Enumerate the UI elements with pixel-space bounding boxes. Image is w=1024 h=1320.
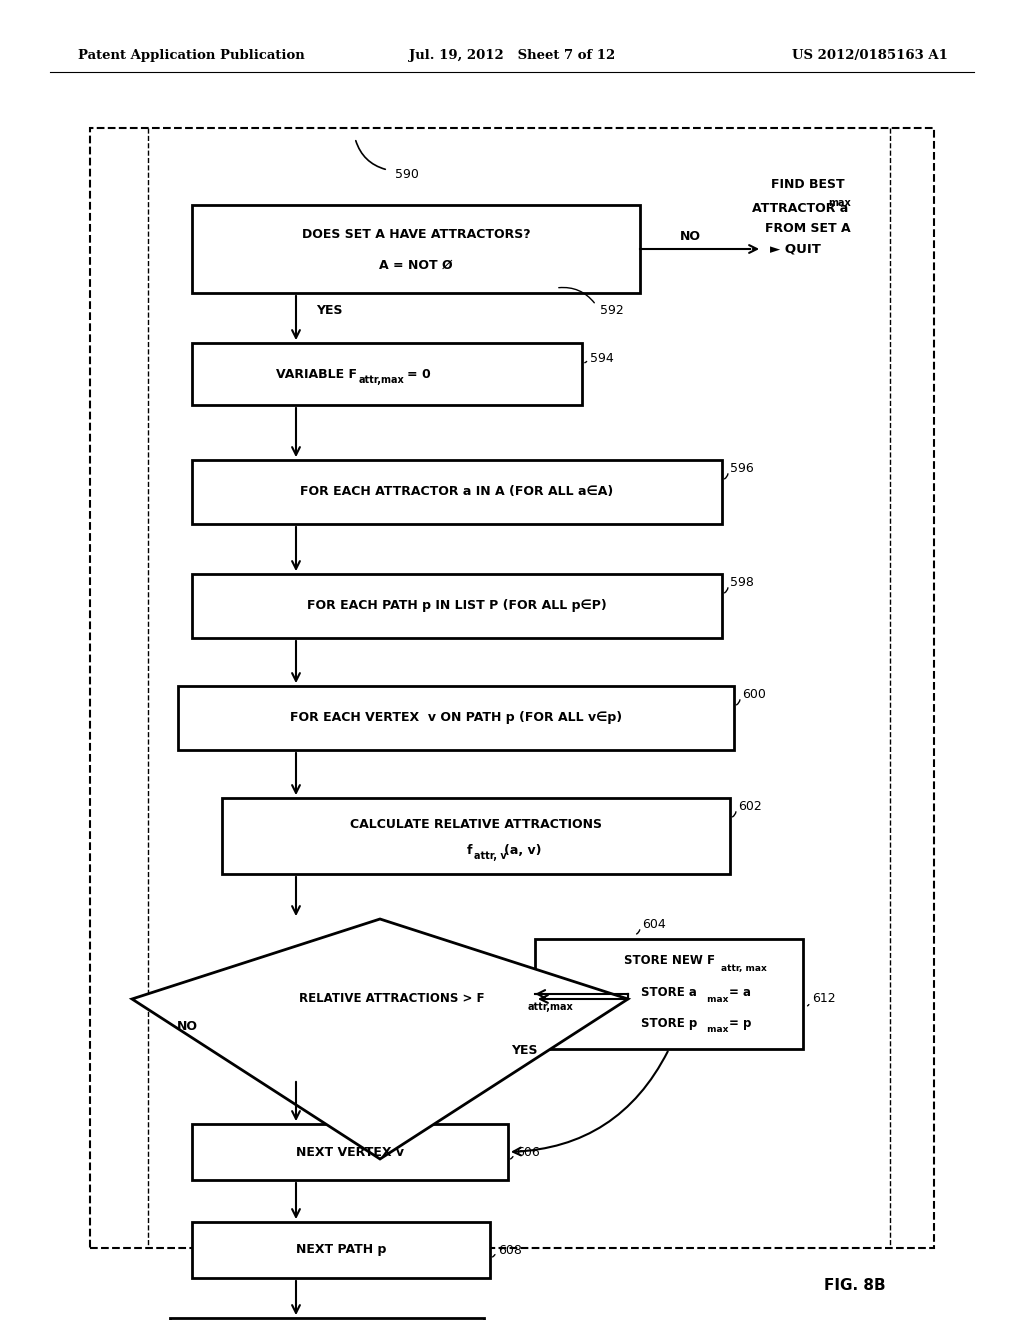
Text: DOES SET A HAVE ATTRACTORS?: DOES SET A HAVE ATTRACTORS? bbox=[302, 228, 530, 242]
FancyBboxPatch shape bbox=[170, 1317, 484, 1320]
Text: US 2012/0185163 A1: US 2012/0185163 A1 bbox=[793, 49, 948, 62]
Text: 598: 598 bbox=[730, 576, 754, 589]
Text: RELATIVE ATTRACTIONS > F: RELATIVE ATTRACTIONS > F bbox=[299, 993, 484, 1006]
Text: attr, max: attr, max bbox=[721, 964, 767, 973]
Text: FOR EACH ATTRACTOR a IN A (FOR ALL a∈A): FOR EACH ATTRACTOR a IN A (FOR ALL a∈A) bbox=[300, 486, 613, 499]
Text: 604: 604 bbox=[642, 917, 666, 931]
Text: attr,max: attr,max bbox=[359, 375, 404, 385]
FancyBboxPatch shape bbox=[178, 686, 734, 750]
Text: NO: NO bbox=[680, 231, 700, 243]
Text: NEXT PATH p: NEXT PATH p bbox=[296, 1243, 386, 1257]
Text: ATTRACTOR a: ATTRACTOR a bbox=[752, 202, 848, 214]
Text: max: max bbox=[828, 198, 851, 209]
Text: 606: 606 bbox=[516, 1146, 540, 1159]
Text: ► QUIT: ► QUIT bbox=[770, 243, 821, 256]
Polygon shape bbox=[132, 919, 628, 1159]
Text: 600: 600 bbox=[742, 688, 766, 701]
Text: FOR EACH PATH p IN LIST P (FOR ALL p∈P): FOR EACH PATH p IN LIST P (FOR ALL p∈P) bbox=[307, 599, 607, 612]
Text: 612: 612 bbox=[812, 993, 836, 1006]
FancyBboxPatch shape bbox=[222, 799, 730, 874]
Text: 596: 596 bbox=[730, 462, 754, 474]
Text: = 0: = 0 bbox=[407, 367, 431, 380]
Text: max: max bbox=[705, 994, 728, 1003]
FancyBboxPatch shape bbox=[193, 574, 722, 638]
Text: FROM SET A: FROM SET A bbox=[765, 222, 851, 235]
Text: FIND BEST: FIND BEST bbox=[771, 178, 845, 191]
Text: attr,max: attr,max bbox=[528, 1002, 573, 1012]
Text: STORE NEW F: STORE NEW F bbox=[624, 954, 715, 968]
Text: f: f bbox=[467, 843, 472, 857]
FancyBboxPatch shape bbox=[90, 128, 934, 1247]
Text: NO: NO bbox=[176, 1020, 198, 1034]
FancyBboxPatch shape bbox=[193, 459, 722, 524]
Text: CALCULATE RELATIVE ATTRACTIONS: CALCULATE RELATIVE ATTRACTIONS bbox=[350, 817, 602, 830]
Text: YES: YES bbox=[511, 1044, 538, 1057]
Text: 594: 594 bbox=[590, 351, 613, 364]
Text: 602: 602 bbox=[738, 800, 762, 813]
Text: NEXT VERTEX v: NEXT VERTEX v bbox=[296, 1146, 404, 1159]
Text: = a: = a bbox=[729, 986, 751, 999]
Text: VARIABLE F: VARIABLE F bbox=[276, 367, 357, 380]
Text: 590: 590 bbox=[395, 169, 419, 181]
Text: max: max bbox=[705, 1026, 728, 1035]
FancyBboxPatch shape bbox=[535, 939, 803, 1049]
Text: 592: 592 bbox=[600, 305, 624, 318]
Text: STORE p: STORE p bbox=[641, 1018, 697, 1031]
Text: YES: YES bbox=[316, 305, 342, 318]
Text: (a, v): (a, v) bbox=[504, 843, 542, 857]
Text: FIG. 8B: FIG. 8B bbox=[824, 1278, 886, 1292]
Text: STORE a: STORE a bbox=[641, 986, 697, 999]
FancyBboxPatch shape bbox=[193, 1125, 508, 1180]
Text: Patent Application Publication: Patent Application Publication bbox=[78, 49, 305, 62]
Text: = p: = p bbox=[729, 1018, 752, 1031]
Text: A = NOT Ø: A = NOT Ø bbox=[379, 259, 453, 272]
FancyBboxPatch shape bbox=[193, 205, 640, 293]
Text: 608: 608 bbox=[498, 1243, 522, 1257]
FancyBboxPatch shape bbox=[193, 1222, 490, 1278]
FancyBboxPatch shape bbox=[193, 343, 582, 405]
Text: attr, v: attr, v bbox=[474, 851, 507, 861]
Text: Jul. 19, 2012   Sheet 7 of 12: Jul. 19, 2012 Sheet 7 of 12 bbox=[409, 49, 615, 62]
Text: FOR EACH VERTEX  v ON PATH p (FOR ALL v∈p): FOR EACH VERTEX v ON PATH p (FOR ALL v∈p… bbox=[290, 711, 622, 725]
